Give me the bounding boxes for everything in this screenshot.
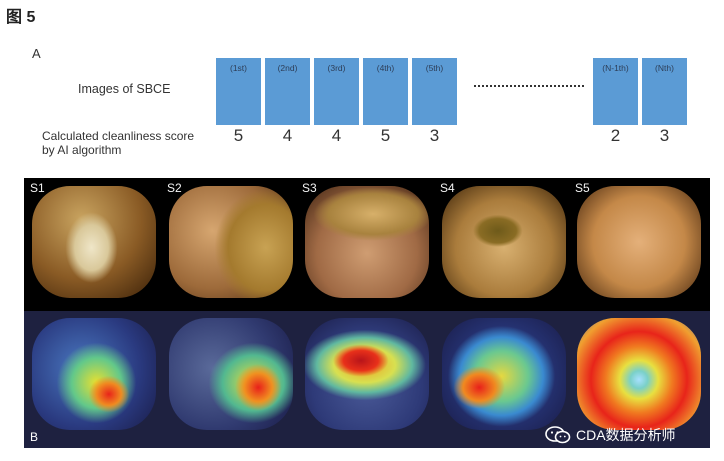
heatmap-s1 (32, 318, 156, 430)
scene-label-s4: S4 (440, 181, 455, 195)
scene-label-s2: S2 (167, 181, 182, 195)
capsule-frame-2: (2nd) (265, 58, 310, 125)
endoscopy-image-grid: S1 S2 S3 S4 S5 B CDA数据分析师 (24, 178, 710, 448)
score-3: 4 (331, 126, 342, 145)
figure-title: 图 5 (6, 9, 36, 26)
capsule-frame-3: (3rd) (314, 58, 359, 125)
score-4: 5 (380, 126, 391, 145)
wechat-icon (545, 426, 571, 444)
panel-b-label: B (30, 430, 39, 444)
scene-label-s5: S5 (575, 181, 590, 195)
heatmap-s4 (442, 318, 566, 430)
capsule-frame-n-minus-1: (N-1th) (593, 58, 638, 125)
heatmap-s3 (305, 318, 429, 430)
frame-label: (3rd) (327, 63, 346, 73)
endoscopy-image-s4 (442, 186, 566, 298)
panel-a-label: A (32, 46, 41, 61)
capsule-frame-1: (1st) (216, 58, 261, 125)
score-1: 5 (233, 126, 244, 145)
heatmap-s5 (577, 318, 701, 430)
endoscopy-image-s1 (32, 186, 156, 298)
score-5: 3 (429, 126, 440, 145)
scores-row-label: Calculated cleanliness score by AI algor… (42, 129, 194, 157)
watermark: CDA数据分析师 (545, 425, 676, 445)
endoscopy-image-s5 (577, 186, 701, 298)
endoscopy-image-s3 (305, 186, 429, 298)
frame-label: (5th) (425, 63, 444, 73)
scores-row-label-line1: Calculated cleanliness score (42, 129, 195, 143)
watermark-text: CDA数据分析师 (576, 427, 676, 443)
frames-ellipsis (474, 85, 584, 87)
score-2: 4 (282, 126, 293, 145)
scene-label-s3: S3 (302, 181, 317, 195)
scene-label-s1: S1 (30, 181, 45, 195)
capsule-frame-5: (5th) (412, 58, 457, 125)
capsule-frame-n: (Nth) (642, 58, 687, 125)
frame-label: (1st) (230, 63, 247, 73)
score-n: 3 (659, 126, 670, 145)
endoscopy-image-s2 (169, 186, 293, 298)
frame-label: (N-1th) (602, 63, 629, 73)
images-row-label: Images of SBCE (78, 82, 171, 96)
heatmap-s2 (169, 318, 293, 430)
scores-row-label-line2: by AI algorithm (42, 143, 122, 157)
score-n-minus-1: 2 (610, 126, 621, 145)
capsule-frame-4: (4th) (363, 58, 408, 125)
frame-label: (4th) (376, 63, 395, 73)
frame-label: (2nd) (277, 63, 298, 73)
frame-label: (Nth) (655, 63, 674, 73)
